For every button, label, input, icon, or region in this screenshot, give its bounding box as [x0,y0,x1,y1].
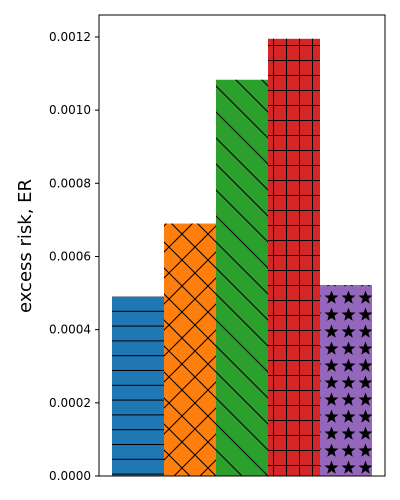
axes-layer: 0.0000 0.0002 0.0004 0.0006 0.0008 0.0010 0.00… [49,14,386,483]
bar-hatch-1 [112,296,164,476]
bar-2 [164,223,216,476]
y-tick-label-6: 0.0012 [49,30,91,44]
bar-hatch-4 [268,38,320,477]
plot-frame [98,14,386,477]
bar-1 [112,296,164,476]
bars-layer [112,38,372,477]
bar-hatch-5 [320,285,372,476]
bar-5 [320,285,372,476]
y-tick-label-2: 0.0004 [49,323,91,337]
y-tick-label-0: 0.0000 [49,469,91,483]
bar-hatch-3 [216,79,268,476]
y-tick-label-4: 0.0008 [49,176,91,190]
y-axis-label: excess risk, ER [15,179,36,313]
bar-3 [216,79,268,476]
y-tick-label-5: 0.0010 [49,103,91,117]
y-tick-label-3: 0.0006 [49,249,91,263]
y-tick-label-1: 0.0002 [49,396,91,410]
bar-4 [268,38,320,477]
bar-hatch-2 [164,223,216,476]
